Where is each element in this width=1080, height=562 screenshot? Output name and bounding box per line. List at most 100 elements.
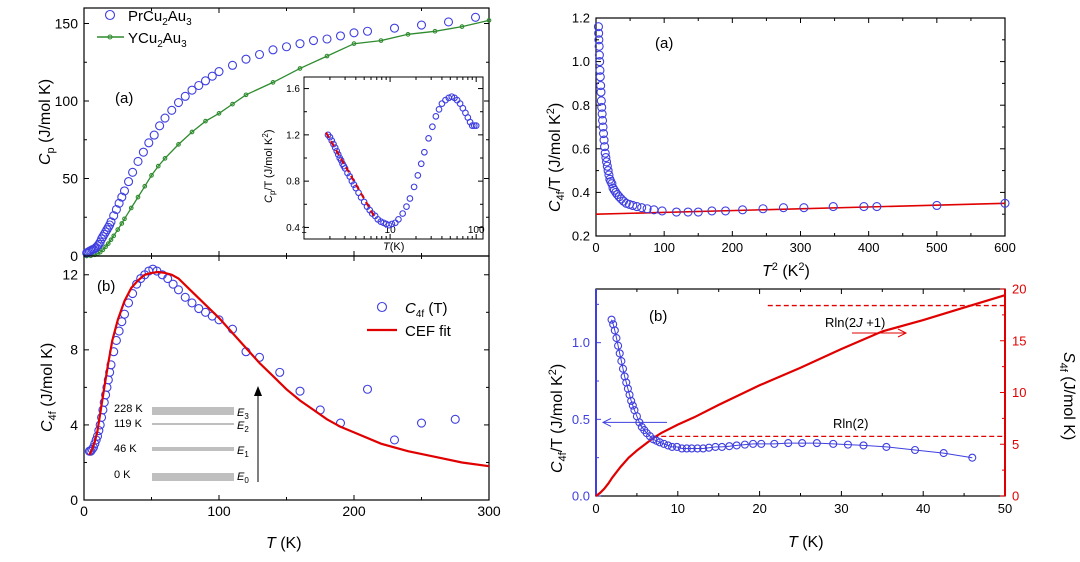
c4f-point: [295, 386, 305, 396]
annotation-rln-2j-plus-1: Rln(2J +1): [825, 315, 885, 330]
prcu2au3-point: [128, 167, 138, 177]
arrow-to-left-axis-head: [601, 417, 612, 427]
left-b-x-axis-label: T (K): [266, 535, 302, 552]
right-a-x-tick-label: 400: [858, 240, 880, 255]
c4f-over-t-point: [683, 207, 693, 217]
c4f-over-t-point: [612, 334, 621, 343]
prcu2au3-point: [109, 211, 119, 221]
prcu2au3-point: [227, 60, 238, 70]
prcu2au3-point: [167, 105, 177, 115]
c4f-point: [194, 304, 204, 314]
inset-cp-over-t-point: [425, 134, 432, 142]
c4f-over-t-point: [939, 449, 948, 458]
left-b-x-tick-label: 100: [207, 503, 231, 519]
ycu2au3-point: [486, 18, 492, 23]
prcu2au3-point: [98, 232, 108, 242]
prcu2au3-point: [322, 34, 332, 44]
left-b-y-tick-label: 4: [70, 417, 78, 433]
c4f-over-t-point: [594, 28, 604, 38]
right-a-y-tick-label: 0.6: [572, 141, 590, 156]
c4f-over-t-point: [594, 41, 604, 51]
c4f-over-t-point: [668, 442, 677, 451]
c4f-over-t-point: [628, 401, 637, 410]
right-b-panel-label: (b): [649, 308, 667, 325]
prcu2au3-point: [106, 217, 116, 227]
right-a-y-tick-label: 0.4: [572, 185, 590, 200]
c4f-point: [416, 418, 427, 428]
c4f-over-t-point: [597, 102, 607, 112]
c4f-over-t-point: [637, 203, 647, 213]
right-b-x-tick-label: 20: [752, 501, 766, 516]
c4f-over-t-point: [757, 439, 766, 448]
right-b-right-y-tick-label: 0: [1012, 489, 1019, 504]
right-a-panel-label: (a): [655, 35, 673, 52]
prcu2au3-point: [144, 138, 154, 148]
c4f-point: [389, 435, 400, 445]
inset-cp-over-t-point: [468, 122, 476, 129]
right-b-right-y-tick-label: 20: [1012, 282, 1026, 297]
c4f-over-t-point: [798, 439, 807, 448]
inset-cp-over-t-point: [388, 220, 396, 228]
inset-y-tick-label: 0.8: [286, 177, 300, 188]
c4f-over-t-point: [599, 135, 609, 145]
prcu2au3-point: [101, 227, 111, 237]
right-b-x-tick-label: 10: [671, 501, 685, 516]
c4f-over-t-point: [659, 439, 668, 448]
legend-label-cef-fit: CEF fit: [405, 323, 452, 340]
prcu2au3-point: [117, 192, 127, 202]
inset-cp-over-t-point: [406, 195, 414, 202]
right-a-x-tick-label: 200: [721, 240, 743, 255]
inset-y-axis-label: Cp/T (J/mol K2): [261, 129, 277, 203]
inset-panel: 1 10 100 0.4 0.8 1.2 1.6 T(K) Cp/T (J/mol K2): [261, 76, 485, 253]
inset-fit-line: [325, 132, 375, 217]
left-b-y-axis-label: C4f (J/mol K): [39, 343, 59, 432]
c4f-point: [200, 307, 211, 317]
c4f-over-t-point: [604, 170, 614, 180]
c4f-over-t-point: [812, 439, 821, 448]
ycu2au3-point: [115, 227, 121, 232]
ycu2au3-point: [243, 92, 249, 98]
inset-cp-over-t-point: [466, 118, 474, 126]
left-b-x-tick-label: 0: [80, 503, 88, 519]
right-b-right-y-tick-label: 5: [1012, 437, 1019, 452]
c4f-over-t-point: [595, 65, 605, 75]
inset-cp-over-t-point: [429, 123, 436, 131]
ycu2au3-point: [103, 244, 108, 250]
c4f-over-t-point: [632, 202, 642, 212]
c4f-over-t-point: [596, 96, 606, 106]
c4f-over-t-point: [596, 81, 606, 91]
legend-label-c4f: C4f (T): [405, 300, 448, 320]
ycu2au3-point: [128, 205, 134, 211]
inset-cp-over-t-point: [403, 203, 410, 210]
prcu2au3-point: [254, 49, 265, 60]
c4f-over-t-point: [968, 453, 977, 462]
prcu2au3-point: [138, 147, 148, 157]
right-a-x-axis-label: T2 (K2): [762, 261, 810, 280]
prcu2au3-point: [155, 121, 165, 131]
c4f-over-t-point: [615, 349, 624, 358]
left-b-frame: [83, 255, 490, 501]
ycu2au3-point: [216, 111, 222, 116]
c4f-point: [214, 315, 224, 325]
level-label-e2: E2: [237, 420, 249, 434]
c4f-point: [187, 298, 197, 308]
c4f-over-t-point: [732, 441, 741, 450]
ycu2au3-point: [142, 183, 148, 189]
left-a-y-tick-label: 50: [62, 170, 78, 186]
c4f-over-t-point: [677, 444, 686, 453]
inset-cp-over-t-point: [337, 156, 345, 164]
right-b-x-tick-label: 0: [592, 501, 599, 516]
prcu2au3-point: [111, 204, 121, 215]
c4f-over-t-point: [595, 72, 605, 82]
ycu2au3-point: [324, 53, 330, 59]
c4f-over-t-point: [740, 440, 749, 449]
prcu2au3-point: [308, 35, 319, 46]
legend-label-prcu2au3: PrCu2Au3: [128, 8, 192, 28]
c4f-over-t-point: [749, 439, 758, 448]
right-b-x-tick-label: 40: [916, 501, 930, 516]
prcu2au3-point: [362, 26, 373, 36]
inset-cp-over-t-point: [438, 100, 446, 107]
ycu2au3-point: [459, 24, 465, 29]
level-energy-e1: 46 K: [114, 443, 137, 455]
prcu2au3-point: [102, 225, 112, 235]
